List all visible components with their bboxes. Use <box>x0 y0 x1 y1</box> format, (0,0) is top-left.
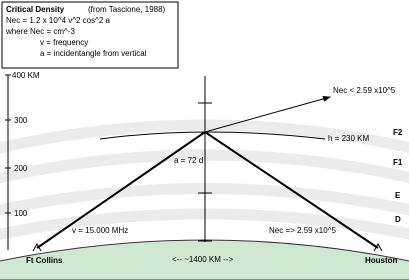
box-line: Nec = 1.2 x 10^4 v^2 cos^2 a <box>6 16 111 25</box>
angle-label: a = 72 d <box>174 156 203 165</box>
frequency-label: v = 15.000 MHz <box>72 226 128 235</box>
layer-label: D <box>395 215 401 224</box>
layer-label: F2 <box>393 128 403 137</box>
axis-label: 400 KM <box>12 71 40 80</box>
reflect-label: Nec => 2.59 x10^5 <box>269 226 336 235</box>
height-label: h = 230 KM <box>328 134 369 143</box>
layer-label: F1 <box>393 158 403 167</box>
station-label: Houston <box>365 256 398 265</box>
escape-label: Nec < 2.59 x10^5 <box>333 86 396 95</box>
box-title: Critical Density <box>6 5 65 14</box>
box-source: (from Tascione, 1988) <box>88 5 166 14</box>
box-line: where Nec = cm^-3 <box>5 27 75 36</box>
axis-label: 300 <box>14 116 28 125</box>
axis-label: 100 <box>14 209 28 218</box>
diagram: 400 KM 300 200 100 Critical Density (fro… <box>0 0 409 280</box>
box-line: v = frequency <box>40 38 88 47</box>
axis-label: 200 <box>14 164 28 173</box>
distance-label: <-- ~1400 KM --> <box>172 255 233 264</box>
station-label: Ft Collins <box>26 256 63 265</box>
altitude-axis <box>5 75 11 250</box>
layer-label: E <box>395 191 401 200</box>
box-line: a = incidentangle from vertical <box>40 49 147 58</box>
